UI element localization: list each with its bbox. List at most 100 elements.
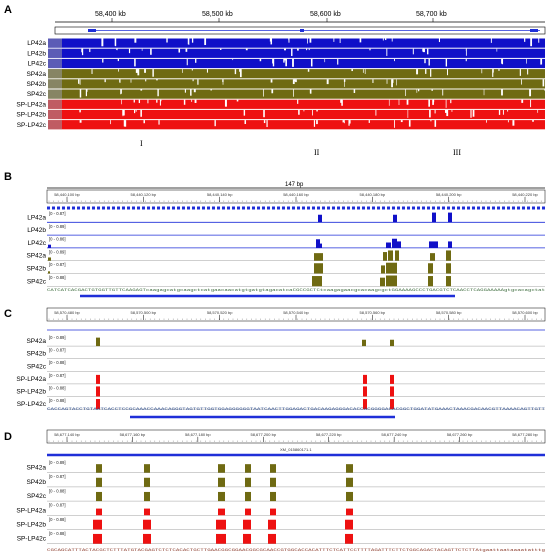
panel-d-ruler-frame <box>46 429 546 444</box>
tick-label: 58,570,560 bp <box>360 310 386 315</box>
signal-bar <box>363 386 367 397</box>
track-label: SP-LP42c <box>17 401 47 408</box>
signal-bar <box>96 491 102 502</box>
track-range: [0 - 0.87] <box>49 373 66 378</box>
track-label: LP42b <box>27 227 46 234</box>
signal-bar <box>216 533 226 544</box>
panel-a-coverage-track <box>48 58 545 69</box>
panel-a-exon <box>300 29 304 32</box>
tick-label: 58,677,200 bp <box>250 432 276 437</box>
signal-bar <box>318 253 323 261</box>
track-row: SP42a[0 - 0.89] <box>26 249 545 261</box>
signal-bar <box>268 519 276 530</box>
signal-bar <box>245 464 251 473</box>
track-row: SP42b[0 - 0.87] <box>26 348 545 359</box>
panel-a-coverage-track <box>48 89 545 99</box>
panel-a-track-label: LP42c <box>28 61 47 68</box>
signal-bar <box>386 242 391 248</box>
signal-bar <box>428 263 433 274</box>
track-row: SP42c[0 - 0.88] <box>27 488 545 502</box>
track-range: [0 - 0.88] <box>49 517 66 522</box>
panel-c-ticks: 58,570,480 bp 58,570,500 bp 58,570,520 bp 5… <box>48 310 542 320</box>
signal-bar <box>363 399 367 410</box>
panel-c-tracks: SP42a[0 - 0.89]SP42b[0 - 0.87]SP42c[0 - … <box>16 335 545 410</box>
track-label: LP42c <box>28 240 47 247</box>
panel-a-track-label: LP42a <box>27 40 46 47</box>
track-label: SP-LP42b <box>16 522 46 529</box>
signal-bar <box>268 533 276 544</box>
signal-bar <box>143 519 151 530</box>
panel-b-tracks: LP42a[0 - 0.87]LP42b[0 - 0.89]LP42c[0 - … <box>26 211 545 287</box>
panel-a-letter: A <box>4 4 12 16</box>
signal-bar <box>392 238 397 248</box>
tick-label: 58,440,100 bp <box>54 192 80 197</box>
tick-label: 58,440,180 bp <box>360 192 386 197</box>
panel-a-gene-track-frame <box>54 26 546 35</box>
signal-bar <box>319 243 322 248</box>
tick-label: 58,570,580 bp <box>436 310 462 315</box>
track-row: SP-LP42a[0 - 0.87] <box>16 503 545 516</box>
signal-bar <box>96 508 102 516</box>
panel-a-tick-label: 58,400 kb <box>95 11 126 18</box>
signal-bar <box>345 533 353 544</box>
panel-a-coverage-tracks <box>48 38 545 130</box>
signal-bar <box>144 464 150 473</box>
panel-d-letter: D <box>4 431 12 443</box>
track-range: [0 - 0.88] <box>49 531 66 536</box>
panel-d-ticks: 58,677,140 bp 58,677,160 bp 58,677,180 bp 5… <box>48 432 542 442</box>
panel-d: D 58,677,140 bp 58,677,160 bp 58,677,180 b… <box>4 429 546 553</box>
signal-bar <box>346 477 353 487</box>
track-range: [0 - 0.89] <box>49 460 66 465</box>
signal-bar <box>434 241 438 248</box>
panel-d-gene-label: XM_015860171.1 <box>280 447 312 452</box>
track-label: SP42b <box>26 266 46 273</box>
signal-bar <box>96 337 100 347</box>
tick-label: 58,677,240 bp <box>381 432 407 437</box>
track-label: SP-LP42c <box>17 536 47 543</box>
signal-bar <box>383 252 387 261</box>
panel-b-sequence: CATCATCACGACTGTGGTTGTTCAAGAGTcaagagcatgc… <box>47 289 545 293</box>
track-label: SP42c <box>27 278 47 285</box>
track-row: SP-LP42c[0 - 0.88] <box>17 531 545 544</box>
region-marker-iii: III <box>453 148 461 157</box>
signal-bar <box>363 374 367 384</box>
panel-b: B 147 bp 58,440,100 bp 58,440,120 bp 58,44… <box>4 171 546 298</box>
signal-bar <box>428 276 433 287</box>
track-range: [0 - 0.88] <box>49 385 66 390</box>
tick-label: 58,570,600 bp <box>512 310 538 315</box>
signal-bar <box>216 519 226 530</box>
signal-bar <box>144 477 150 487</box>
tick-label: 58,440,160 bp <box>283 192 309 197</box>
tick-label: 58,677,160 bp <box>120 432 146 437</box>
panel-a: A 58,400 kb 58,500 kb 58,600 kb 58,700 k… <box>4 4 546 157</box>
track-row: LP42c[0 - 0.86] <box>28 237 545 249</box>
signal-bar <box>345 519 353 530</box>
panel-a-tick-label: 58,500 kb <box>202 11 233 18</box>
panel-a-ruler: 58,400 kb 58,500 kb 58,600 kb 58,700 kb <box>54 11 546 35</box>
signal-bar <box>218 491 225 502</box>
signal-bar <box>430 253 435 261</box>
track-range: [0 - 0.88] <box>49 275 66 280</box>
tick-label: 58,677,180 bp <box>185 432 211 437</box>
track-row: LP42a[0 - 0.87] <box>27 211 545 223</box>
track-range: [0 - 0.87] <box>49 211 66 216</box>
panel-a-exon <box>88 29 96 32</box>
track-row: SP42c[0 - 0.88] <box>27 275 545 287</box>
signal-bar <box>270 508 276 516</box>
signal-bar <box>312 276 322 287</box>
track-label: SP42b <box>26 479 46 486</box>
panel-a-track-label: SP42c <box>27 91 47 98</box>
signal-bar <box>386 262 397 274</box>
track-row: SP-LP42b[0 - 0.88] <box>16 517 545 530</box>
signal-bar <box>429 241 434 248</box>
region-marker-ii: II <box>314 148 320 157</box>
track-label: SP42a <box>26 253 46 260</box>
signal-bar <box>318 214 322 223</box>
signal-bar <box>390 386 394 397</box>
track-range: [0 - 0.86] <box>49 237 66 242</box>
track-row: LP42b[0 - 0.89] <box>27 224 545 236</box>
panel-a-tick-label: 58,700 kb <box>416 11 447 18</box>
track-range: [0 - 0.89] <box>49 335 66 340</box>
signal-bar <box>390 339 394 347</box>
